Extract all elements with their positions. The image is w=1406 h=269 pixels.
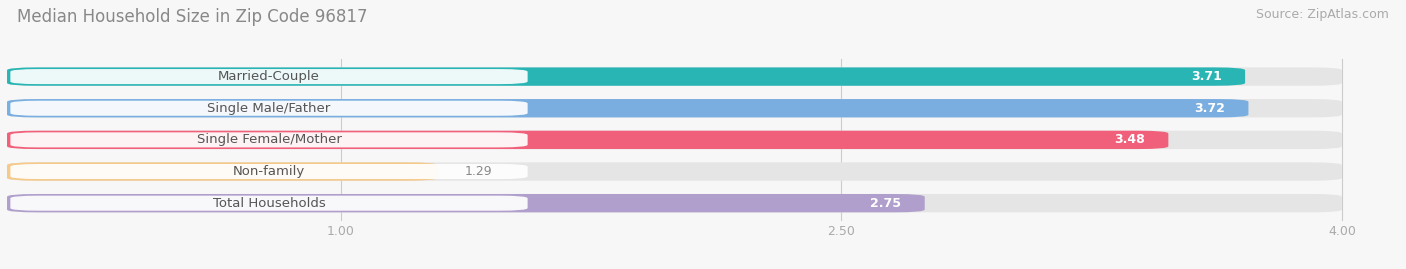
FancyBboxPatch shape xyxy=(10,164,527,179)
FancyBboxPatch shape xyxy=(7,68,1246,86)
FancyBboxPatch shape xyxy=(10,69,527,84)
FancyBboxPatch shape xyxy=(7,194,1341,212)
FancyBboxPatch shape xyxy=(7,99,1249,117)
FancyBboxPatch shape xyxy=(7,131,1168,149)
Text: 3.71: 3.71 xyxy=(1191,70,1222,83)
Text: Single Female/Mother: Single Female/Mother xyxy=(197,133,342,146)
Text: Source: ZipAtlas.com: Source: ZipAtlas.com xyxy=(1256,8,1389,21)
FancyBboxPatch shape xyxy=(7,162,1341,181)
Text: Total Households: Total Households xyxy=(212,197,325,210)
FancyBboxPatch shape xyxy=(10,132,527,147)
FancyBboxPatch shape xyxy=(10,101,527,116)
Text: 3.48: 3.48 xyxy=(1114,133,1144,146)
FancyBboxPatch shape xyxy=(7,194,925,212)
FancyBboxPatch shape xyxy=(10,196,527,211)
FancyBboxPatch shape xyxy=(7,68,1341,86)
FancyBboxPatch shape xyxy=(7,162,437,181)
FancyBboxPatch shape xyxy=(7,131,1341,149)
Text: Married-Couple: Married-Couple xyxy=(218,70,321,83)
Text: Single Male/Father: Single Male/Father xyxy=(207,102,330,115)
Text: Non-family: Non-family xyxy=(233,165,305,178)
Text: 3.72: 3.72 xyxy=(1194,102,1225,115)
Text: 1.29: 1.29 xyxy=(464,165,492,178)
Text: Median Household Size in Zip Code 96817: Median Household Size in Zip Code 96817 xyxy=(17,8,367,26)
FancyBboxPatch shape xyxy=(7,99,1341,117)
Text: 2.75: 2.75 xyxy=(870,197,901,210)
